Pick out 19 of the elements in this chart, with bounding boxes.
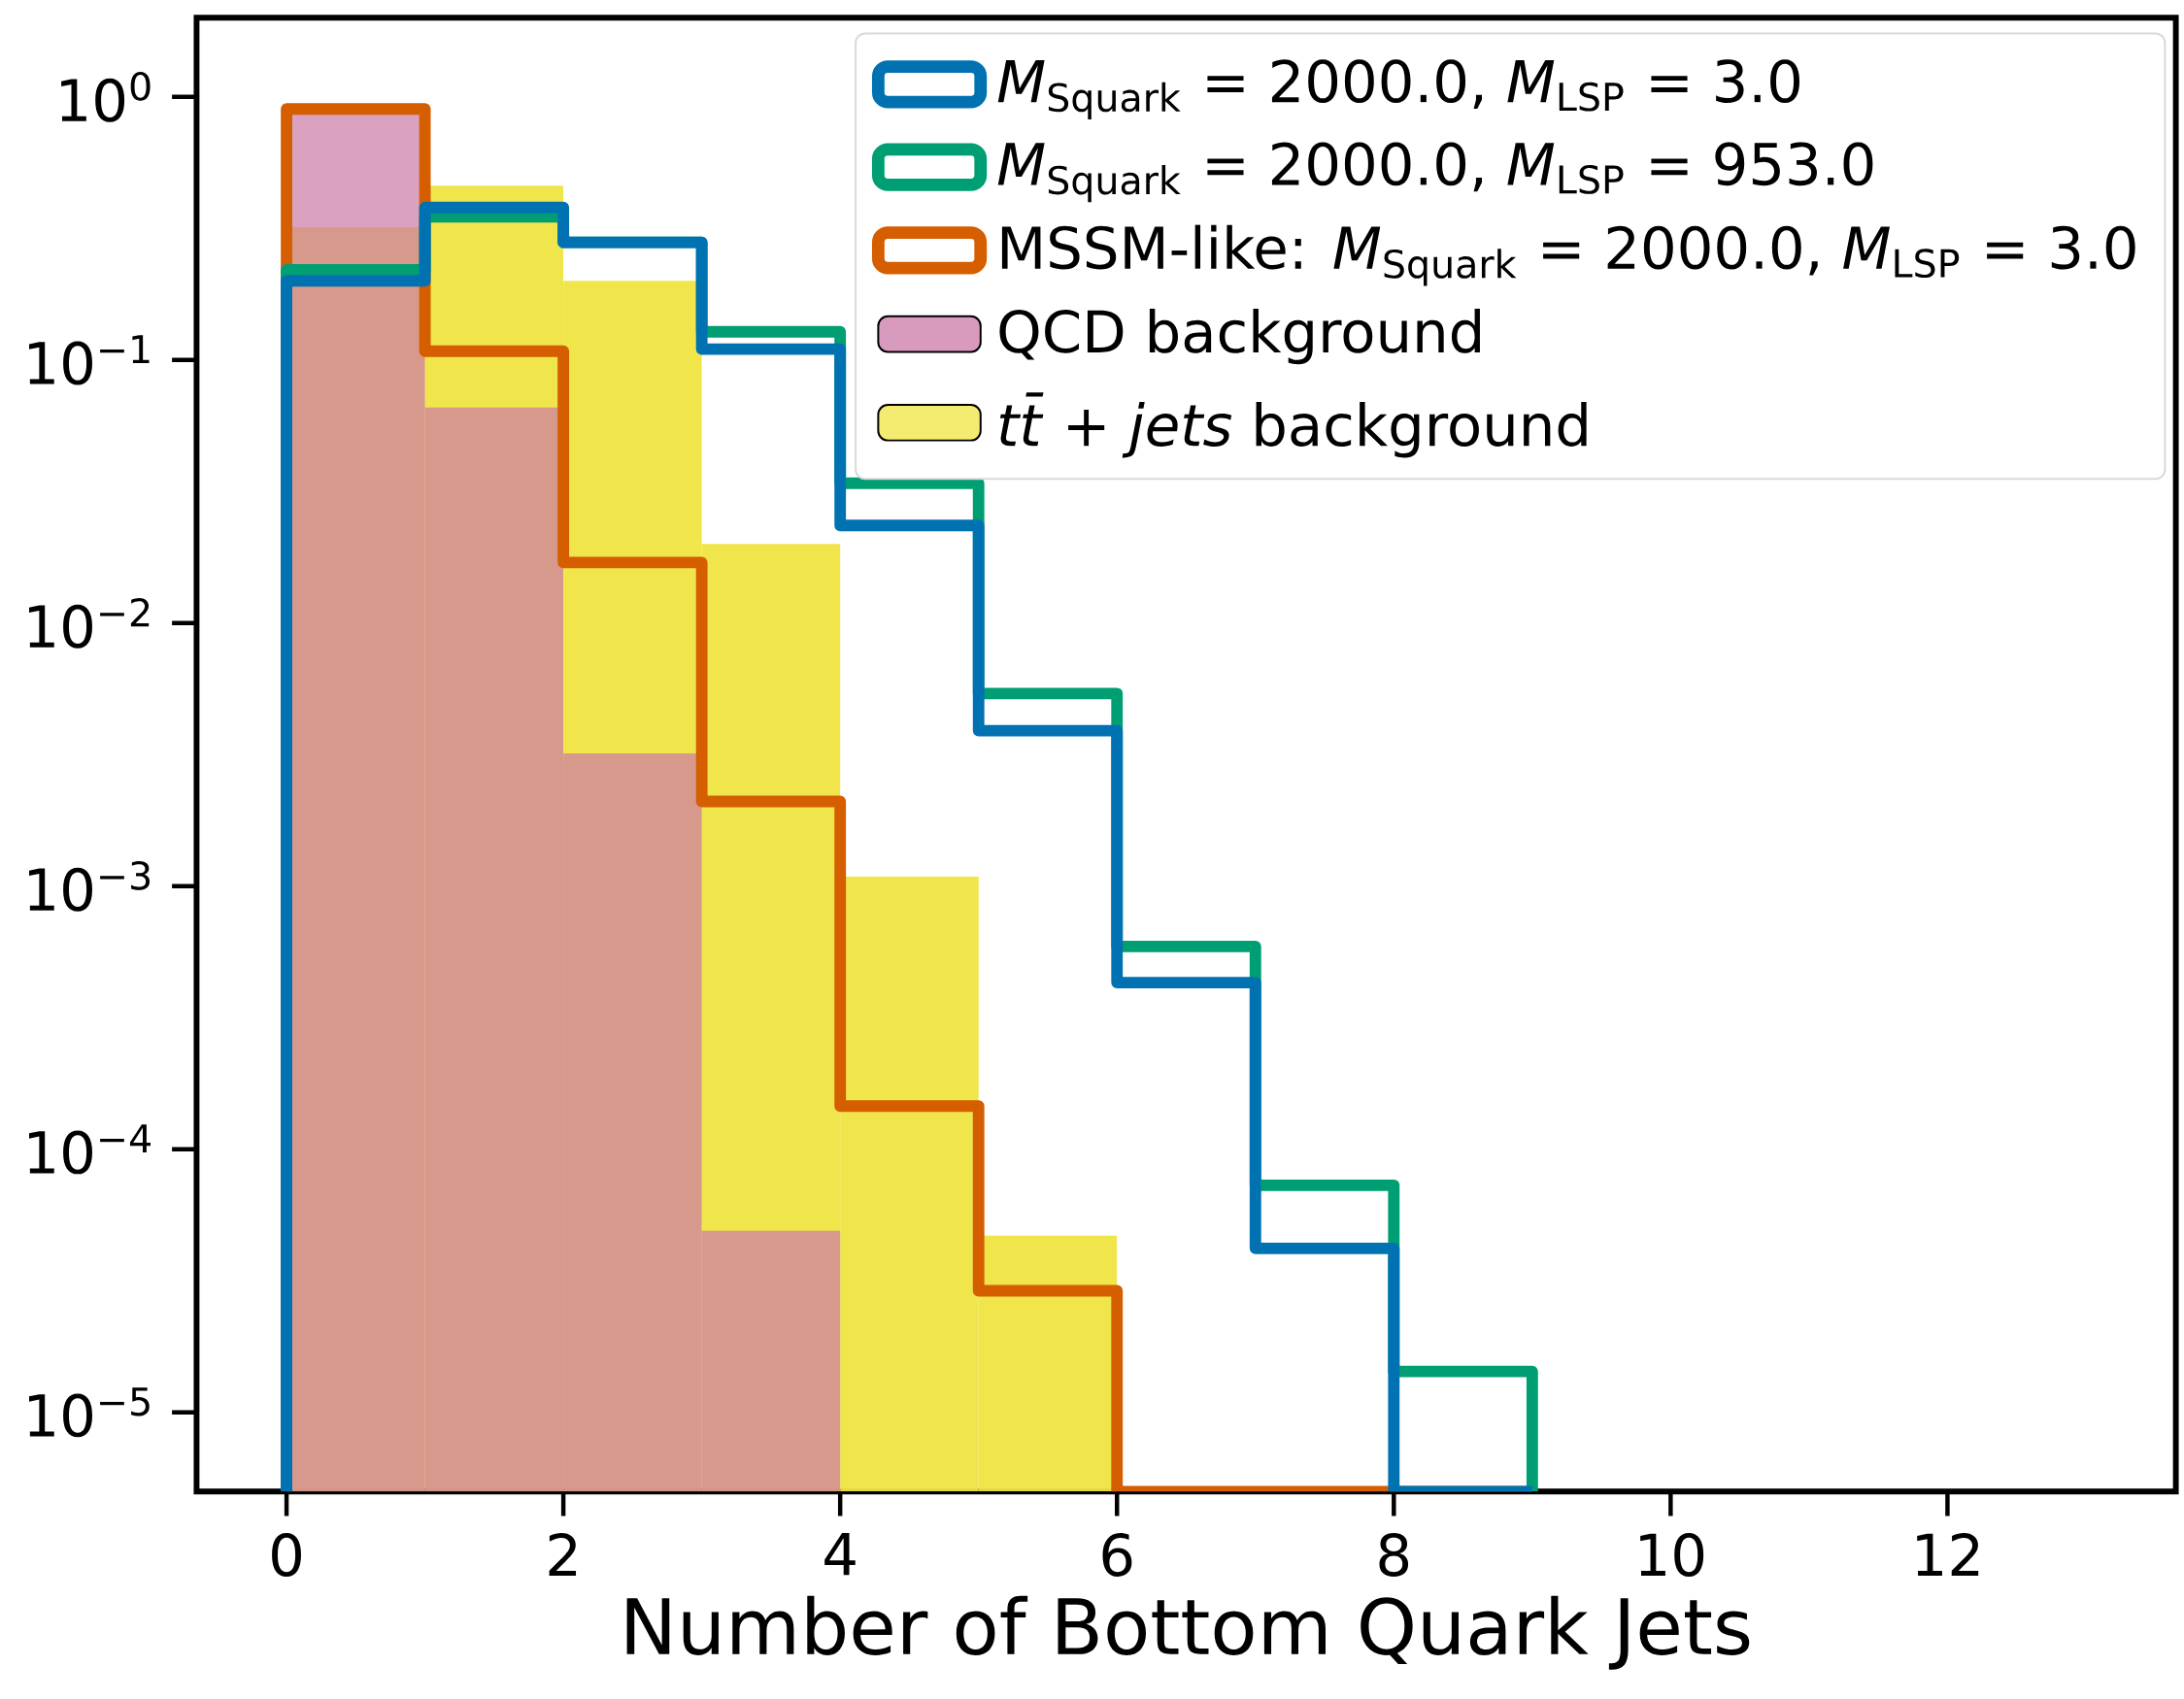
x-tick-label: 12 <box>1917 1533 1979 1577</box>
y-tick-label: 10$^{−4}$ <box>29 1124 151 1175</box>
legend-label: MSSM-like: M$_{Squark}$ = 2000.0, M$_{LSP}$ = 3.0 <box>1001 224 2135 286</box>
y-tick-label: 10$^{−1}$ <box>29 335 150 385</box>
legend-label: M$_{Squark}$ = 2000.0, M$_{LSP}$ = 953.0 <box>997 142 1873 203</box>
legend-label: tt̄ + jets background <box>999 392 1587 458</box>
y-tick-label: 10$^{−5}$ <box>29 1387 150 1438</box>
legend-label: QCD background <box>999 308 1480 365</box>
x-tick-label: 8 <box>1379 1533 1409 1577</box>
x-tick-label: 0 <box>272 1533 301 1577</box>
y-tick-label: 10$^{0}$ <box>61 71 151 122</box>
y-tick-label: 10$^{−2}$ <box>29 597 150 649</box>
x-tick-label: 2 <box>549 1533 577 1577</box>
legend-label: M$_{Squark}$ = 2000.0, M$_{LSP}$ = 3.0 <box>997 59 1799 119</box>
x-tick-label: 4 <box>824 1533 856 1576</box>
x-tick-label: 6 <box>1102 1533 1132 1577</box>
x-axis-title: Number of Bottom Quark Jets <box>626 1595 1750 1670</box>
y-tick-label: 10$^{−3}$ <box>29 860 151 912</box>
x-tick-label: 10 <box>1640 1533 1704 1577</box>
